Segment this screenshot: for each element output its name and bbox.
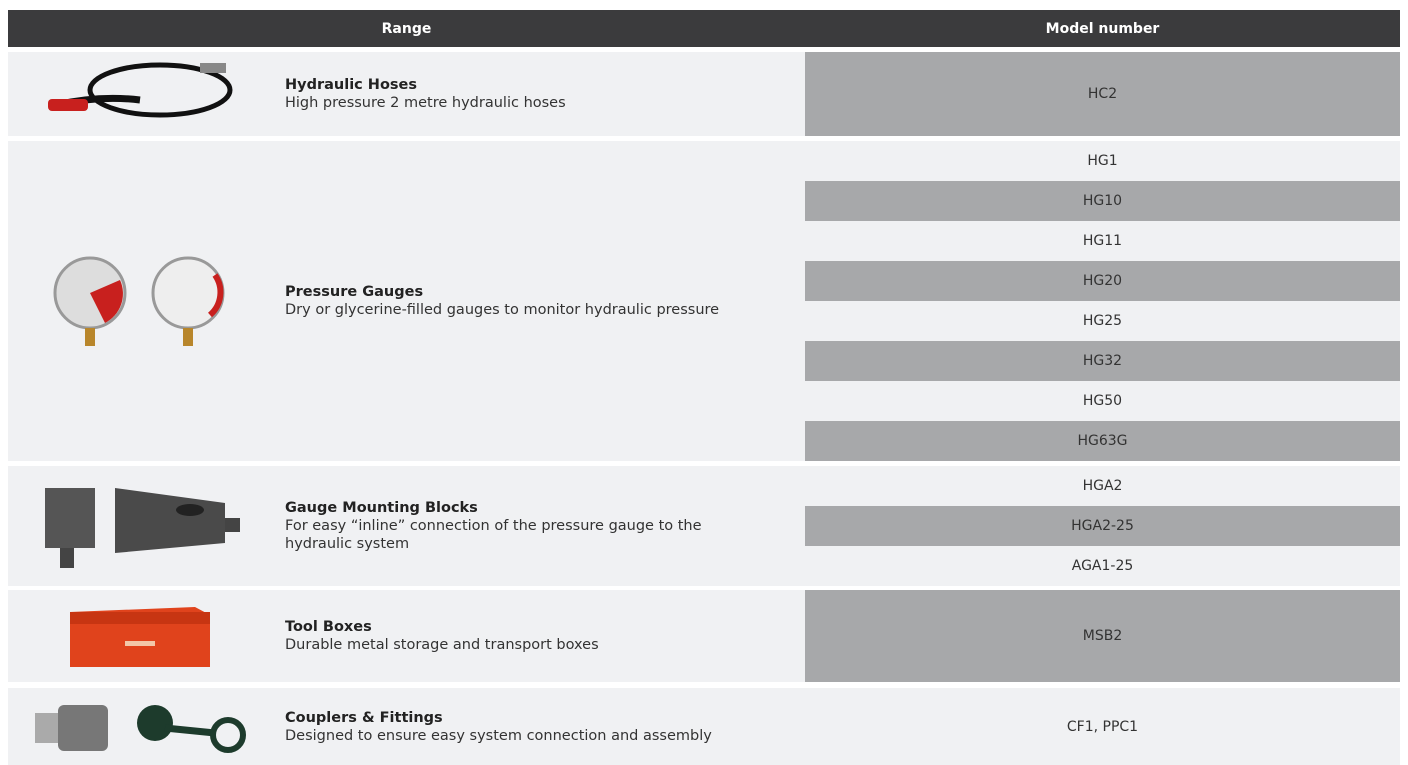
range-title: Pressure Gauges xyxy=(285,283,755,301)
range-header: Range xyxy=(8,10,805,47)
range-description: For easy “inline” connection of the pres… xyxy=(285,517,755,553)
model-number: HG25 xyxy=(805,301,1400,341)
model-number: CF1, PPC1 xyxy=(805,688,1400,765)
model-number: HG11 xyxy=(805,221,1400,261)
range-description: High pressure 2 metre hydraulic hoses xyxy=(285,94,755,112)
range-description: Durable metal storage and transport boxe… xyxy=(285,636,755,654)
model-number: HGA2-25 xyxy=(805,506,1400,546)
range-description: Dry or glycerine-filled gauges to monito… xyxy=(285,301,755,319)
blocks-image xyxy=(40,478,250,573)
range-title: Couplers & Fittings xyxy=(285,709,755,727)
model-number: HG63G xyxy=(805,421,1400,461)
couplers-image xyxy=(30,693,260,763)
model-number: HG10 xyxy=(805,181,1400,221)
range-title: Tool Boxes xyxy=(285,618,755,636)
model-number: MSB2 xyxy=(805,590,1400,682)
model-number: HG1 xyxy=(805,141,1400,181)
range-description: Designed to ensure easy system connectio… xyxy=(285,727,755,745)
page: Range Model number Hydraulic HosesHigh p… xyxy=(0,0,1408,765)
model-number: HGA2 xyxy=(805,466,1400,506)
model-number: AGA1-25 xyxy=(805,546,1400,586)
range-title: Gauge Mounting Blocks xyxy=(285,499,755,517)
model-number: HG32 xyxy=(805,341,1400,381)
range-title: Hydraulic Hoses xyxy=(285,76,755,94)
toolbox-image xyxy=(65,597,215,672)
model-number: HG20 xyxy=(805,261,1400,301)
gauges-image xyxy=(45,255,235,350)
hose-image xyxy=(40,55,240,135)
model-number: HC2 xyxy=(805,52,1400,136)
model-number: HG50 xyxy=(805,381,1400,421)
model-header: Model number xyxy=(805,10,1400,47)
